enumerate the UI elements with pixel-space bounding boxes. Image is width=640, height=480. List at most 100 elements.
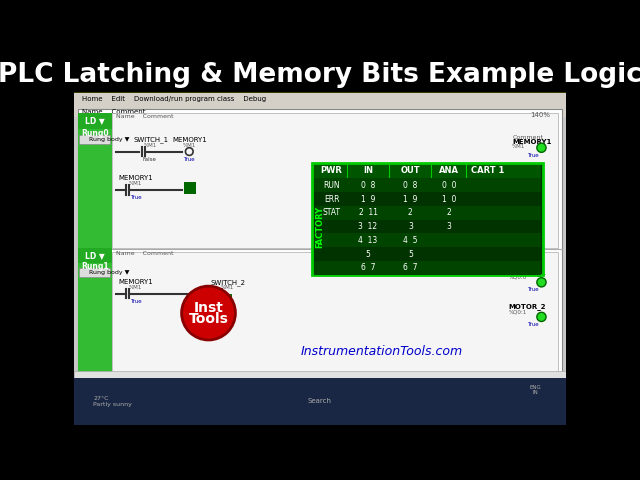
Text: %Q0:1: %Q0:1: [508, 309, 527, 314]
Text: %M1: %M1: [182, 143, 196, 148]
Circle shape: [537, 312, 546, 322]
Bar: [79, 135, 110, 144]
Text: True: True: [130, 299, 141, 304]
Text: Name    Comment: Name Comment: [82, 108, 145, 115]
Text: ERR: ERR: [324, 194, 339, 204]
Text: 27°C
Partly sunny: 27°C Partly sunny: [93, 396, 132, 407]
Bar: [314, 220, 541, 233]
Text: InstrumentationTools.com: InstrumentationTools.com: [300, 345, 463, 358]
Bar: [74, 371, 566, 378]
Bar: [74, 106, 566, 117]
Text: ENG
IN: ENG IN: [529, 384, 541, 396]
Text: Search: Search: [308, 398, 332, 405]
Text: 5: 5: [365, 250, 371, 259]
Text: Home    Edit    Download/run program class    Debug: Home Edit Download/run program class Deb…: [82, 96, 266, 102]
Text: MOTOR_2: MOTOR_2: [508, 303, 546, 311]
Circle shape: [182, 286, 236, 340]
Text: False: False: [142, 157, 156, 162]
Bar: [79, 268, 110, 277]
Text: 2: 2: [408, 208, 413, 217]
Text: RUN: RUN: [323, 181, 340, 190]
Circle shape: [537, 277, 546, 287]
Bar: [74, 93, 566, 106]
Text: LD ▼: LD ▼: [85, 116, 104, 125]
Text: Comment: Comment: [512, 135, 543, 140]
Text: Rung body ▼: Rung body ▼: [90, 137, 130, 142]
Bar: [78, 113, 113, 248]
Text: 3  12: 3 12: [358, 222, 378, 231]
Bar: [184, 181, 196, 194]
Text: 3: 3: [408, 222, 413, 231]
Text: False: False: [217, 299, 231, 304]
Text: 0  8: 0 8: [361, 181, 375, 190]
Bar: [312, 163, 543, 275]
Text: MEMORY1: MEMORY1: [118, 176, 153, 181]
Text: %M1: %M1: [129, 181, 142, 186]
Text: %M1: %M1: [144, 143, 157, 148]
Bar: [314, 192, 541, 206]
Text: True: True: [184, 157, 195, 162]
Text: 1  9: 1 9: [361, 194, 375, 204]
Text: SWITCH_2: SWITCH_2: [210, 279, 245, 286]
Bar: [314, 233, 541, 247]
Bar: [314, 179, 541, 192]
Circle shape: [537, 143, 546, 152]
Text: 140%: 140%: [531, 112, 550, 118]
Text: %Q0:0: %Q0:0: [508, 275, 527, 279]
Text: True: True: [527, 153, 539, 158]
Text: MOTOR_1: MOTOR_1: [508, 269, 546, 276]
Text: OUT: OUT: [401, 166, 420, 175]
Bar: [78, 248, 113, 263]
Text: FACTORY: FACTORY: [316, 205, 324, 248]
Bar: [113, 252, 558, 374]
Text: 4  13: 4 13: [358, 236, 378, 245]
Text: 2  11: 2 11: [358, 208, 378, 217]
Text: True: True: [527, 288, 539, 292]
Bar: [74, 94, 566, 378]
Bar: [78, 113, 113, 129]
Text: Tools: Tools: [189, 312, 228, 326]
Text: True: True: [527, 322, 539, 327]
Text: SWITCH_1: SWITCH_1: [133, 137, 168, 144]
Text: Name    Comment: Name Comment: [116, 251, 173, 255]
Text: Name    Comment: Name Comment: [116, 114, 173, 120]
Bar: [314, 165, 541, 179]
Bar: [314, 261, 541, 275]
Text: 3: 3: [446, 222, 451, 231]
Text: LD ▼: LD ▼: [85, 251, 104, 260]
Text: %M1: %M1: [512, 144, 525, 149]
Text: Rung body ▼: Rung body ▼: [90, 270, 130, 275]
Bar: [74, 378, 566, 424]
Bar: [78, 252, 113, 374]
Text: 0  8: 0 8: [403, 181, 417, 190]
Text: 5: 5: [408, 250, 413, 259]
Text: PLC Latching & Memory Bits Example Logic: PLC Latching & Memory Bits Example Logic: [0, 61, 640, 88]
Text: MEMORY1: MEMORY1: [172, 137, 207, 143]
Text: 2: 2: [447, 208, 451, 217]
Text: 1  9: 1 9: [403, 194, 417, 204]
Text: Inst: Inst: [193, 300, 223, 315]
Text: 6  7: 6 7: [403, 263, 418, 272]
Text: MEMORY1: MEMORY1: [512, 139, 552, 145]
Bar: [78, 109, 562, 374]
Text: Rung0: Rung0: [81, 130, 109, 138]
Text: IN: IN: [363, 166, 373, 175]
Text: True: True: [130, 195, 141, 200]
Text: 1  0: 1 0: [442, 194, 456, 204]
Text: PWR: PWR: [321, 166, 342, 175]
Text: 6  7: 6 7: [361, 263, 375, 272]
Text: 4  5: 4 5: [403, 236, 418, 245]
Text: Rung1: Rung1: [81, 263, 109, 271]
Bar: [314, 247, 541, 261]
Bar: [113, 113, 558, 248]
Text: MEMORY1: MEMORY1: [118, 279, 153, 285]
Bar: [314, 206, 541, 220]
Bar: [225, 294, 231, 300]
Text: STAT: STAT: [323, 208, 340, 217]
Bar: [74, 56, 566, 94]
Text: %M1: %M1: [129, 285, 142, 290]
Text: %M1: %M1: [221, 285, 234, 290]
Text: ANA: ANA: [439, 166, 459, 175]
Text: CART 1: CART 1: [470, 166, 504, 175]
Text: 0  0: 0 0: [442, 181, 456, 190]
